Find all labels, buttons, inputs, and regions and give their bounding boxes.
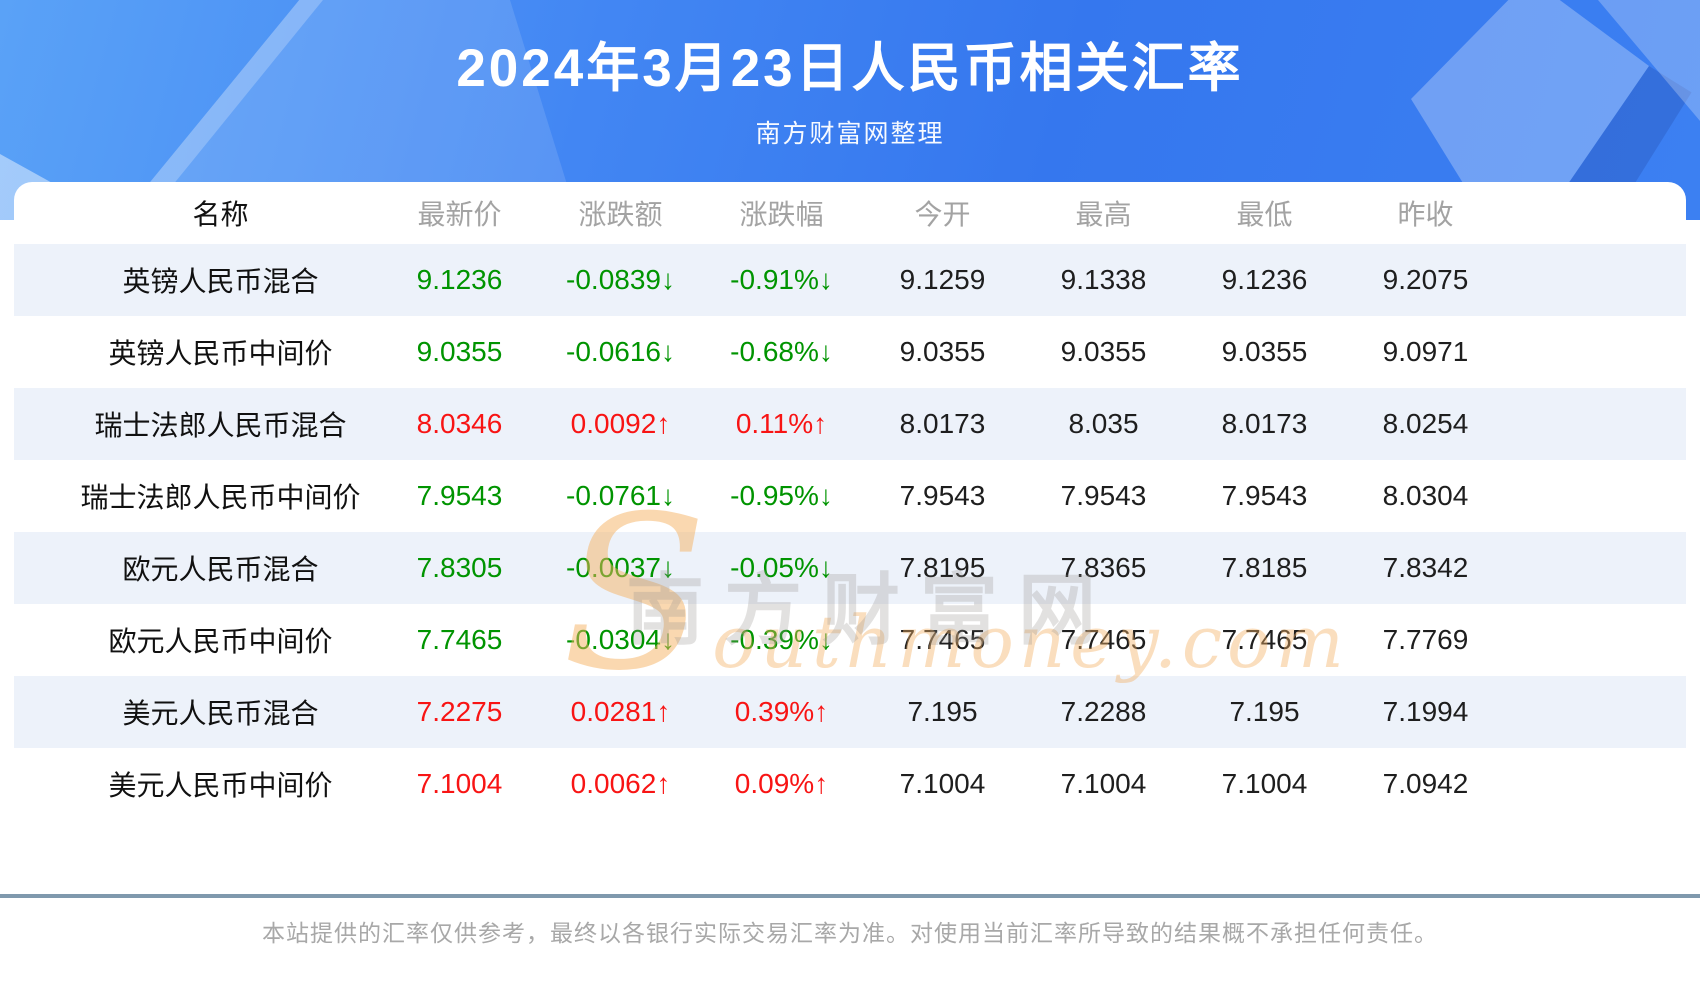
rate-latest-cell: 9.0355: [416, 336, 503, 367]
rate-change-cell: 0.0281↑: [570, 696, 671, 727]
rate-name-cell: 英镑人民币中间价: [108, 338, 333, 369]
rate-low-cell: 8.0173: [1221, 408, 1308, 439]
rate-high-cell: 8.035: [1068, 408, 1139, 439]
col-header-low: 最低: [1236, 199, 1293, 230]
rate-filler-cell: [1506, 532, 1686, 604]
rate-filler-cell: [1506, 460, 1686, 532]
rate-latest-cell: 7.2275: [416, 696, 503, 727]
rate-row: 欧元人民币混合 7.8305 -0.0037↓ -0.05%↓ 7.8195 7…: [14, 532, 1686, 604]
rate-change-cell: 0.0092↑: [570, 408, 671, 439]
rate-pct-cell: 0.09%↑: [734, 768, 829, 799]
page-title: 2024年3月23日人民币相关汇率: [456, 39, 1244, 98]
rate-row: 瑞士法郎人民币中间价 7.9543 -0.0761↓ -0.95%↓ 7.954…: [14, 460, 1686, 532]
rate-change-cell: -0.0037↓: [566, 552, 675, 583]
footer-divider: [0, 894, 1700, 898]
rate-latest-cell: 7.7465: [416, 624, 503, 655]
rate-pct-cell: -0.39%↓: [730, 624, 833, 655]
rate-prev-cell: 7.0942: [1382, 768, 1469, 799]
rate-pct-cell: -0.68%↓: [730, 336, 833, 367]
rate-open-cell: 7.9543: [899, 480, 986, 511]
rate-name-cell: 瑞士法郎人民币中间价: [80, 482, 361, 513]
rate-high-cell: 7.8365: [1060, 552, 1147, 583]
rate-filler-cell: [1506, 316, 1686, 388]
rate-open-cell: 8.0173: [899, 408, 986, 439]
rate-low-cell: 7.1004: [1221, 768, 1308, 799]
col-header-pct: 涨跌幅: [739, 199, 824, 230]
col-header-name: 名称: [192, 199, 249, 230]
rate-high-cell: 7.9543: [1060, 480, 1147, 511]
col-header-latest: 最新价: [417, 199, 502, 230]
rate-filler-cell: [1506, 244, 1686, 316]
rate-low-cell: 9.1236: [1221, 264, 1308, 295]
rate-filler-cell: [1506, 676, 1686, 748]
rate-low-cell: 9.0355: [1221, 336, 1308, 367]
rate-latest-cell: 9.1236: [416, 264, 503, 295]
rate-name-cell: 美元人民币中间价: [108, 770, 333, 801]
rate-filler-cell: [1506, 748, 1686, 820]
rate-change-cell: -0.0839↓: [566, 264, 675, 295]
rate-prev-cell: 8.0304: [1382, 480, 1469, 511]
rate-pct-cell: -0.91%↓: [730, 264, 833, 295]
rate-latest-cell: 7.1004: [416, 768, 503, 799]
rate-filler-cell: [1506, 388, 1686, 460]
rate-open-cell: 7.195: [907, 696, 978, 727]
rate-prev-cell: 8.0254: [1382, 408, 1469, 439]
rates-table: 名称 最新价 涨跌额 涨跌幅 今开 最高 最低 昨收 英镑人民币混合 9.123…: [14, 182, 1686, 820]
rate-open-cell: 7.8195: [899, 552, 986, 583]
rate-change-cell: 0.0062↑: [570, 768, 671, 799]
col-header-change: 涨跌额: [578, 199, 663, 230]
rate-low-cell: 7.8185: [1221, 552, 1308, 583]
rate-high-cell: 7.2288: [1060, 696, 1147, 727]
rate-prev-cell: 9.2075: [1382, 264, 1469, 295]
rate-low-cell: 7.195: [1229, 696, 1300, 727]
rate-pct-cell: -0.95%↓: [730, 480, 833, 511]
rate-low-cell: 7.9543: [1221, 480, 1308, 511]
rates-card: 名称 最新价 涨跌额 涨跌幅 今开 最高 最低 昨收 英镑人民币混合 9.123…: [14, 182, 1686, 826]
rate-high-cell: 7.7465: [1060, 624, 1147, 655]
rate-pct-cell: 0.39%↑: [734, 696, 829, 727]
rate-open-cell: 7.1004: [899, 768, 986, 799]
rates-table-body: 英镑人民币混合 9.1236 -0.0839↓ -0.91%↓ 9.1259 9…: [14, 244, 1686, 820]
rate-pct-cell: 0.11%↑: [735, 408, 828, 439]
rate-row: 英镑人民币中间价 9.0355 -0.0616↓ -0.68%↓ 9.0355 …: [14, 316, 1686, 388]
rates-table-header-row: 名称 最新价 涨跌额 涨跌幅 今开 最高 最低 昨收: [14, 182, 1686, 244]
rate-open-cell: 9.0355: [899, 336, 986, 367]
rate-row: 欧元人民币中间价 7.7465 -0.0304↓ -0.39%↓ 7.7465 …: [14, 604, 1686, 676]
rate-pct-cell: -0.05%↓: [730, 552, 833, 583]
rate-prev-cell: 7.8342: [1382, 552, 1469, 583]
rate-name-cell: 瑞士法郎人民币混合: [94, 410, 347, 441]
col-header-filler: [1506, 182, 1686, 244]
rate-high-cell: 7.1004: [1060, 768, 1147, 799]
disclaimer-text: 本站提供的汇率仅供参考，最终以各银行实际交易汇率为准。对使用当前汇率所导致的结果…: [262, 920, 1438, 946]
rate-high-cell: 9.1338: [1060, 264, 1147, 295]
rate-name-cell: 英镑人民币混合: [122, 266, 319, 297]
col-header-prev: 昨收: [1397, 199, 1454, 230]
rate-name-cell: 欧元人民币混合: [122, 554, 319, 585]
rate-change-cell: -0.0616↓: [566, 336, 675, 367]
rate-row: 英镑人民币混合 9.1236 -0.0839↓ -0.91%↓ 9.1259 9…: [14, 244, 1686, 316]
rate-name-cell: 美元人民币混合: [122, 698, 319, 729]
rate-change-cell: -0.0761↓: [566, 480, 675, 511]
rate-row: 美元人民币中间价 7.1004 0.0062↑ 0.09%↑ 7.1004 7.…: [14, 748, 1686, 820]
rate-prev-cell: 7.7769: [1382, 624, 1469, 655]
rate-latest-cell: 7.9543: [416, 480, 503, 511]
rate-prev-cell: 7.1994: [1382, 696, 1469, 727]
rate-high-cell: 9.0355: [1060, 336, 1147, 367]
rate-row: 瑞士法郎人民币混合 8.0346 0.0092↑ 0.11%↑ 8.0173 8…: [14, 388, 1686, 460]
col-header-high: 最高: [1075, 199, 1132, 230]
page-subtitle: 南方财富网整理: [755, 120, 945, 148]
rate-low-cell: 7.7465: [1221, 624, 1308, 655]
rate-open-cell: 9.1259: [899, 264, 986, 295]
rate-change-cell: -0.0304↓: [566, 624, 675, 655]
rate-open-cell: 7.7465: [899, 624, 986, 655]
col-header-open: 今开: [914, 199, 971, 230]
rate-prev-cell: 9.0971: [1382, 336, 1469, 367]
rate-row: 美元人民币混合 7.2275 0.0281↑ 0.39%↑ 7.195 7.22…: [14, 676, 1686, 748]
rate-filler-cell: [1506, 604, 1686, 676]
rate-name-cell: 欧元人民币中间价: [108, 626, 333, 657]
rate-latest-cell: 8.0346: [416, 408, 503, 439]
rate-latest-cell: 7.8305: [416, 552, 503, 583]
